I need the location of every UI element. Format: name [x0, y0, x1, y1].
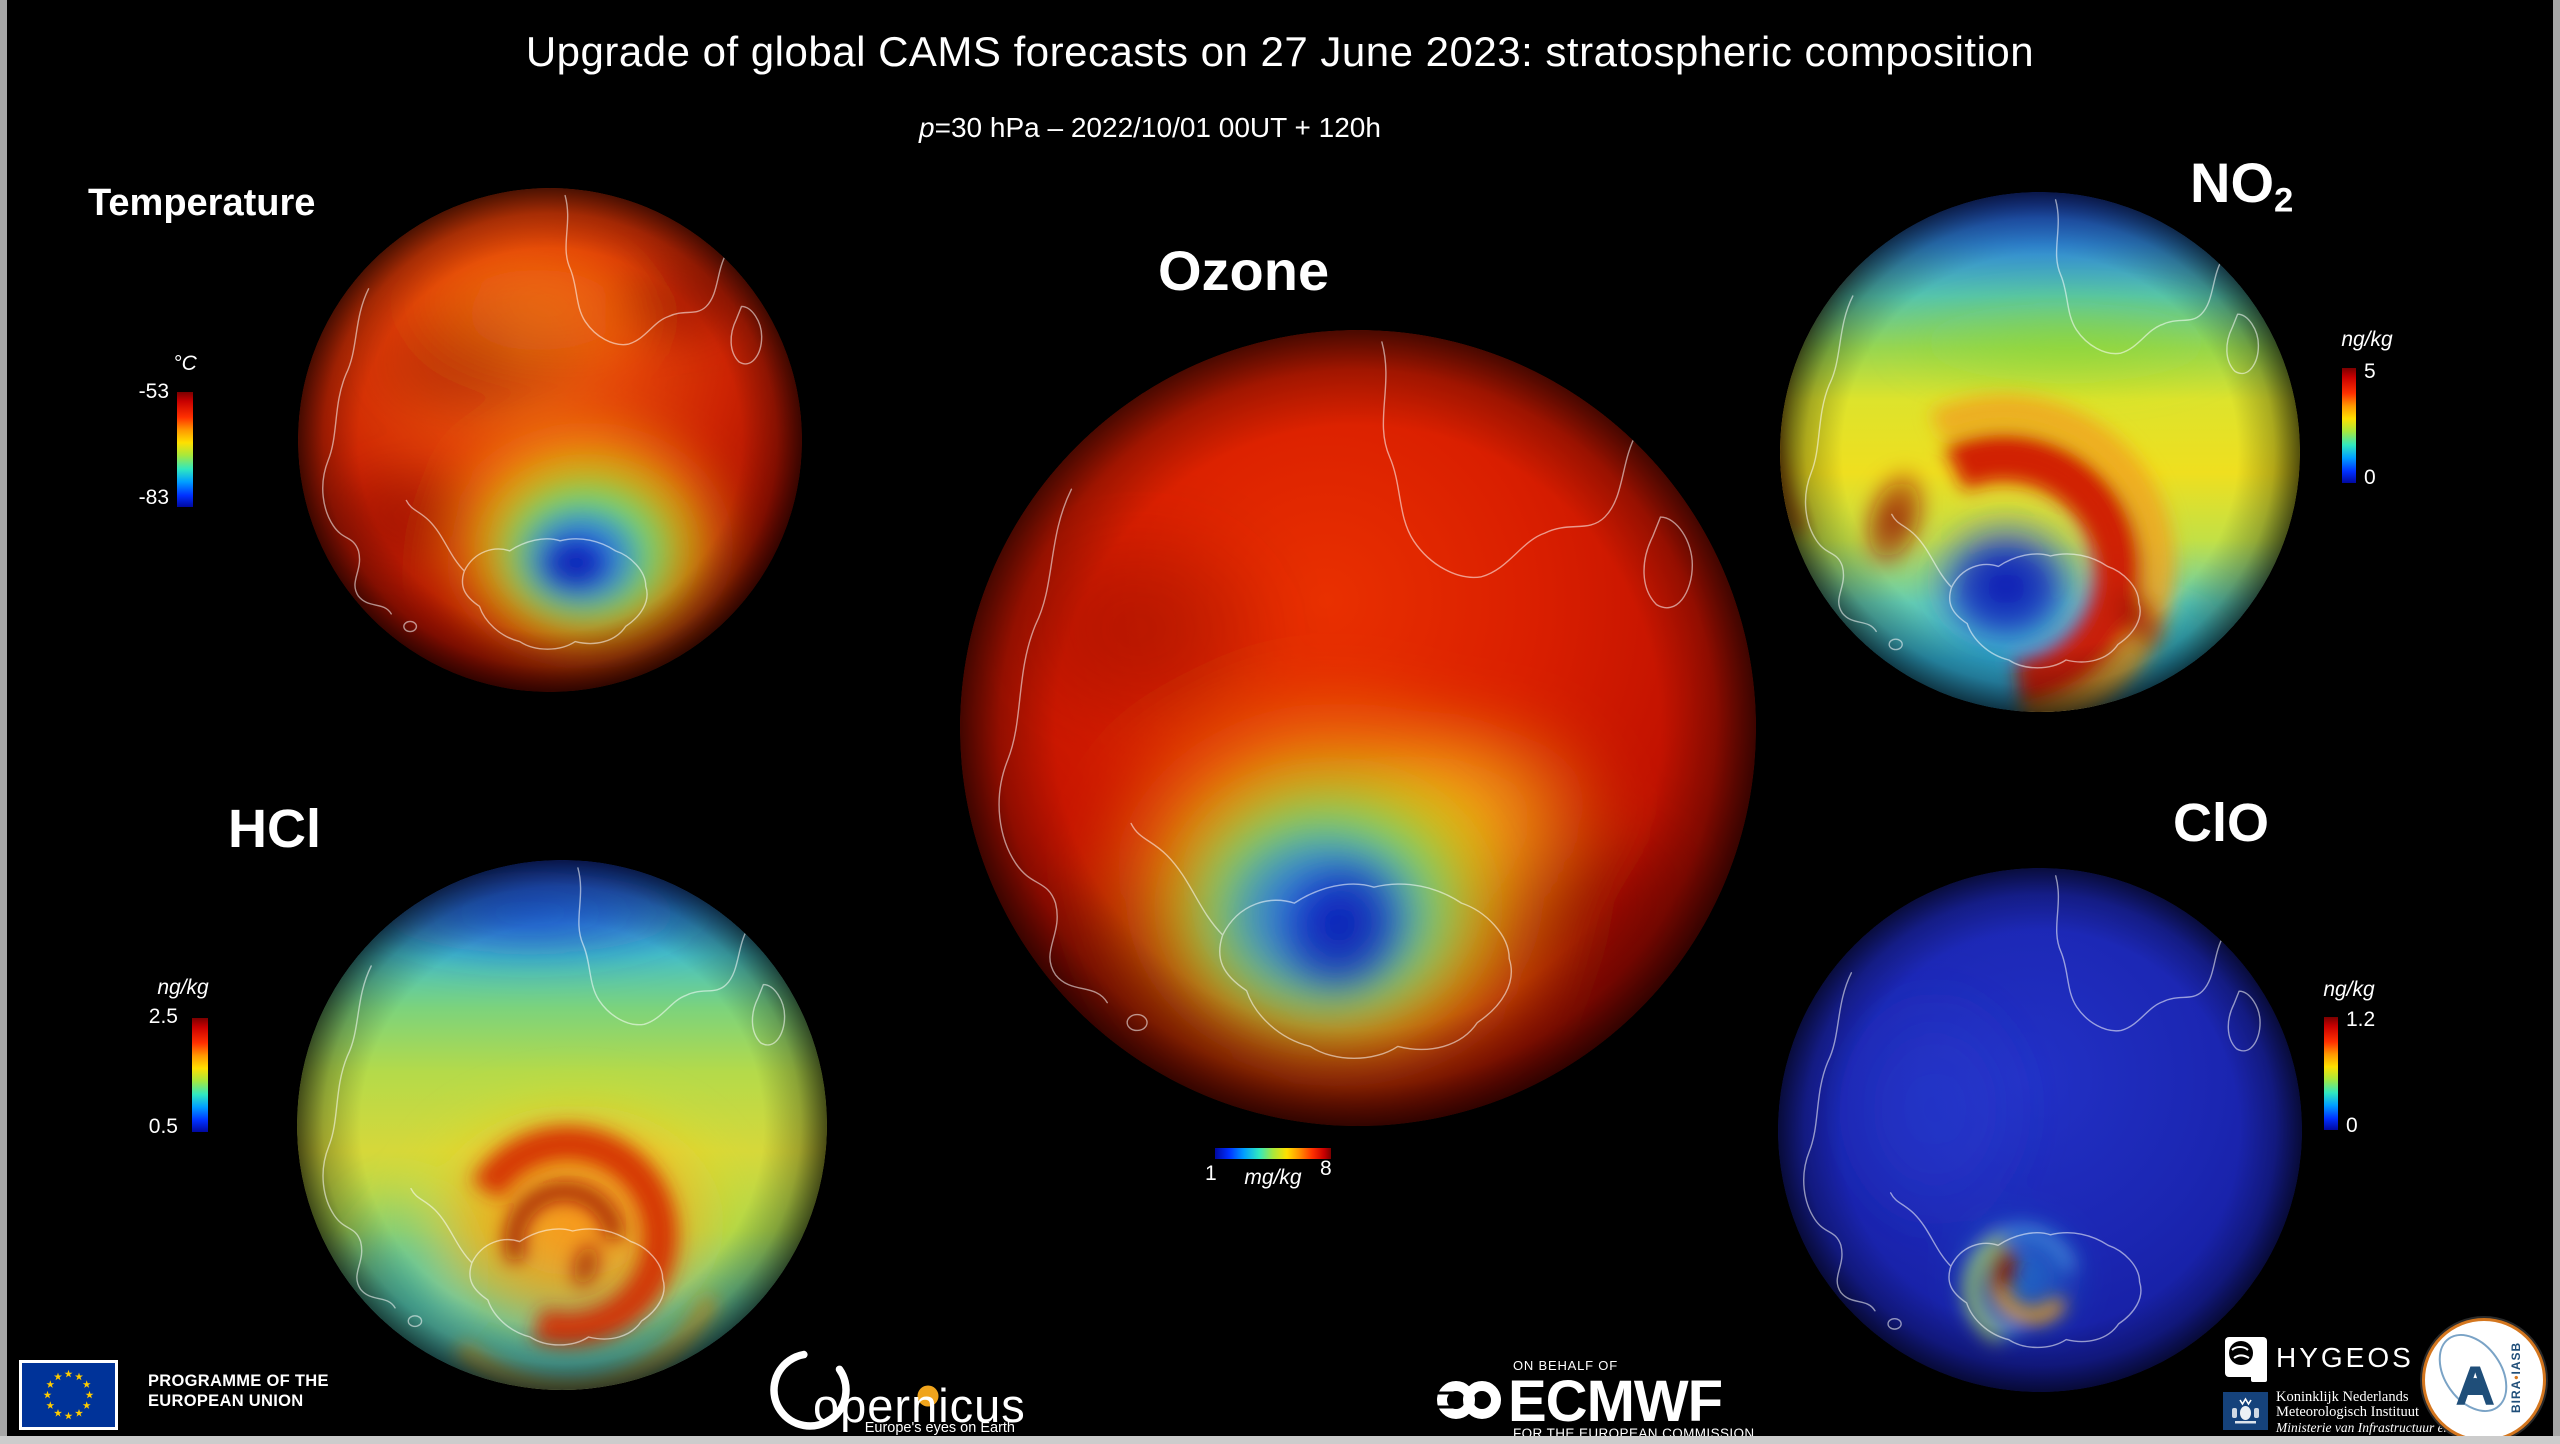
- hcl-globe: [297, 860, 827, 1391]
- ozone-colorbar-max: 8: [1320, 1157, 1332, 1180]
- temperature-panel-label: Temperature: [88, 182, 316, 224]
- temperature-globe: [298, 188, 802, 692]
- clo-colorbar-unit: ng/kg: [2323, 978, 2375, 1001]
- eu-programme-line1: PROGRAMME OF THE: [148, 1372, 329, 1390]
- eu-flag-icon: [19, 1360, 118, 1430]
- slide-title: Upgrade of global CAMS forecasts on 27 J…: [525, 28, 2035, 75]
- no2-globe: [1780, 192, 2300, 712]
- slide-frame-bottom: [0, 1436, 2560, 1444]
- no2-panel-label: NO2: [2190, 150, 2293, 221]
- ecmwf-on-behalf-label: ON BEHALF OF: [1513, 1358, 1618, 1373]
- subtitle-pressure-var: p: [919, 112, 935, 143]
- clo-globe: [1778, 868, 2302, 1392]
- temperature-colorbar-max: -53: [138, 380, 169, 403]
- copernicus-logo-icon: [770, 1350, 939, 1430]
- no2-label-main: NO: [2190, 151, 2274, 214]
- slide-frame-left: [0, 0, 7, 1444]
- hygeos-logo-icon: [2225, 1337, 2267, 1382]
- ozone-colorbar-unit: mg/kg: [1244, 1166, 1302, 1189]
- hcl-colorbar-max: 2.5: [148, 1005, 178, 1028]
- copernicus-wordmark: opernicus: [813, 1379, 1026, 1432]
- subtitle-rest: =30 hPa – 2022/10/01 00UT + 120h: [934, 112, 1381, 143]
- no2-label-subscript: 2: [2274, 181, 2294, 220]
- hcl-colorbar-unit: ng/kg: [157, 976, 209, 999]
- ecmwf-logo-icon: [1435, 1381, 1501, 1419]
- bira-iasb-logo-icon: A BIRA•IASB: [2438, 1334, 2523, 1417]
- knmi-line1: Koninklijk Nederlands: [2276, 1389, 2409, 1405]
- copernicus-crescent-icon: [770, 1350, 850, 1430]
- bira-iasb-logo: A BIRA•IASB: [2422, 1318, 2546, 1442]
- temperature-colorbar-unit: °C: [173, 352, 197, 375]
- ozone-globe: [960, 330, 1756, 1126]
- clo-panel-label: ClO: [2173, 793, 2270, 853]
- clo-colorbar-min: 0: [2346, 1114, 2358, 1137]
- slide-subtitle: p=30 hPa – 2022/10/01 00UT + 120h: [750, 112, 1550, 144]
- bira-text-right: IASB: [2509, 1342, 2523, 1375]
- temperature-colorbar-min: -83: [138, 486, 169, 509]
- hcl-colorbar-min: 0.5: [148, 1115, 178, 1138]
- slide-frame-right: [2553, 0, 2560, 1444]
- hygeos-wordmark: HYGEOS: [2276, 1342, 2414, 1373]
- no2-colorbar: [2342, 368, 2356, 483]
- no2-colorbar-min: 0: [2364, 466, 2376, 489]
- hcl-colorbar: [192, 1018, 208, 1132]
- bira-text-left: BIRA: [2509, 1380, 2523, 1413]
- no2-colorbar-unit: ng/kg: [2341, 328, 2393, 351]
- copernicus-tagline: Europe's eyes on Earth: [864, 1420, 1015, 1436]
- clo-colorbar: [2324, 1017, 2338, 1130]
- bira-vertical-text: BIRA•IASB: [2509, 1342, 2523, 1413]
- ozone-colorbar: [1215, 1148, 1331, 1159]
- eu-programme-line2: EUROPEAN UNION: [148, 1392, 304, 1410]
- copernicus-sun-icon: [917, 1385, 939, 1407]
- eu-programme-label: PROGRAMME OF THE EUROPEAN UNION: [148, 1371, 329, 1411]
- ozone-colorbar-min: 1: [1205, 1162, 1217, 1185]
- temperature-colorbar: [177, 392, 193, 507]
- clo-colorbar-max: 1.2: [2346, 1008, 2376, 1031]
- knmi-line2: Meteorologisch Instituut: [2276, 1404, 2419, 1420]
- no2-colorbar-max: 5: [2364, 360, 2376, 383]
- bira-text-separator: •: [2509, 1374, 2523, 1379]
- ozone-panel-label: Ozone: [1158, 239, 1330, 302]
- hcl-panel-label: HCl: [228, 799, 321, 859]
- knmi-logo-icon: [2223, 1392, 2268, 1430]
- ecmwf-wordmark: ECMWF: [1508, 1369, 1723, 1434]
